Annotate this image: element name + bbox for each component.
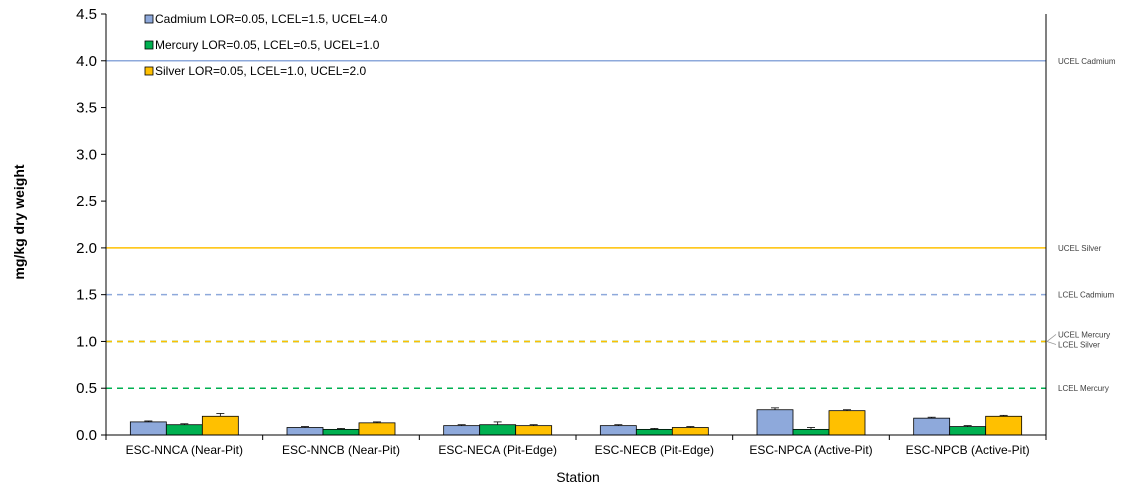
y-tick-label: 2.5 — [76, 193, 97, 210]
y-tick-label: 4.5 — [76, 6, 97, 23]
bar — [515, 425, 553, 436]
y-tick-label: 3.5 — [76, 100, 97, 117]
y-tick-label: 4.0 — [76, 53, 97, 70]
reference-line-label: UCEL Mercury — [1058, 330, 1110, 339]
reference-line-label: UCEL Cadmium — [1058, 57, 1116, 66]
axes: 0.0 0.5 1.0 1.5 2.0 2.5 3.0 3.5 4.0 4.5 ESC-NNCA (… — [76, 6, 1047, 457]
bar — [165, 424, 203, 436]
y-tick-label: 1.5 — [76, 287, 97, 304]
legend-label: Cadmium LOR=0.05, LCEL=1.5, UCEL=4.0 — [155, 12, 388, 26]
reference-line-label: LCEL Cadmium — [1058, 291, 1115, 300]
bar — [599, 425, 637, 436]
legend-swatch — [144, 14, 154, 24]
bar — [286, 427, 324, 436]
y-axis-title: mg/kg dry weight — [11, 164, 27, 279]
y-tick-label: 2.0 — [76, 240, 97, 257]
x-tick-label: ESC-NECB (Pit-Edge) — [595, 443, 714, 457]
bar — [913, 417, 951, 436]
reference-line-label: LCEL Silver — [1058, 340, 1100, 349]
x-tick-label: ESC-NNCB (Near-Pit) — [282, 443, 400, 457]
bar — [671, 427, 709, 436]
bar — [792, 428, 830, 436]
reference-lines: UCEL Cadmium UCEL Silver LCEL Cadmium UCEL … — [106, 57, 1116, 393]
bar — [635, 428, 673, 436]
x-axis-title: Station — [556, 469, 600, 485]
bar — [358, 422, 396, 436]
bar — [322, 428, 360, 436]
y-tick-label: 3.0 — [76, 146, 97, 163]
x-tick-label: ESC-NPCA (Active-Pit) — [749, 443, 872, 457]
legend-swatch — [144, 66, 154, 76]
reference-line-label: UCEL Silver — [1058, 244, 1102, 253]
bar — [201, 415, 239, 436]
bars — [129, 407, 1023, 436]
reference-line-label: LCEL Mercury — [1058, 384, 1109, 393]
bar — [985, 415, 1023, 436]
bar — [129, 421, 167, 436]
bar — [479, 424, 517, 436]
x-tick-label: ESC-NNCA (Near-Pit) — [126, 443, 243, 457]
reference-label-leader — [1046, 334, 1057, 342]
legend-label: Silver LOR=0.05, LCEL=1.0, UCEL=2.0 — [155, 64, 366, 78]
legend-swatch — [144, 40, 154, 50]
bar — [443, 425, 481, 436]
x-tick-label: ESC-NPCB (Active-Pit) — [906, 443, 1030, 457]
bar — [756, 409, 794, 436]
legend: Cadmium LOR=0.05, LCEL=1.5, UCEL=4.0 Merc… — [144, 12, 388, 78]
bar — [949, 426, 987, 436]
legend-label: Mercury LOR=0.05, LCEL=0.5, UCEL=1.0 — [155, 38, 380, 52]
y-tick-label: 0.0 — [76, 427, 97, 444]
reference-label-leader — [1046, 341, 1057, 345]
x-tick-label: ESC-NECA (Pit-Edge) — [438, 443, 557, 457]
bar — [828, 410, 866, 436]
y-tick-label: 1.0 — [76, 333, 97, 350]
y-tick-label: 0.5 — [76, 380, 97, 397]
